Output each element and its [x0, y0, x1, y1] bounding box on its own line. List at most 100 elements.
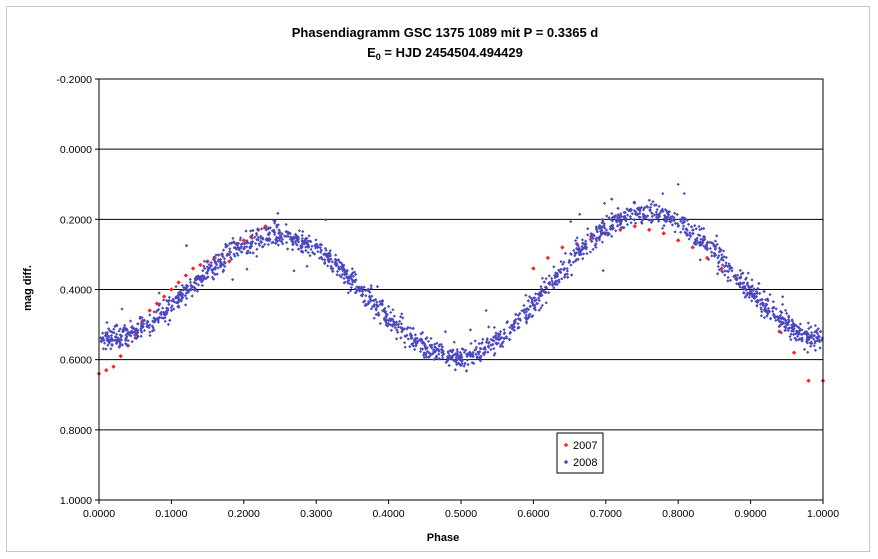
point-2008: [533, 308, 538, 312]
point-2008: [807, 336, 811, 340]
point-2008: [800, 328, 804, 332]
point-2008: [445, 359, 450, 363]
point-2008: [766, 306, 770, 311]
point-2008: [284, 222, 288, 227]
point-2008: [601, 219, 605, 223]
point-2008: [781, 302, 785, 306]
point-2008: [119, 338, 124, 342]
point-2008: [302, 242, 306, 246]
point-2008: [479, 347, 483, 351]
point-2008: [526, 316, 530, 321]
point-2008: [696, 241, 700, 245]
point-2008: [700, 226, 704, 231]
point-2008: [267, 237, 272, 241]
point-2008: [720, 263, 725, 267]
point-2008: [716, 261, 721, 265]
point-2008: [489, 343, 493, 347]
point-2008: [592, 234, 596, 238]
point-2008: [763, 306, 767, 310]
point-2008: [411, 341, 415, 346]
point-2008: [403, 341, 407, 345]
point-2008: [335, 269, 340, 274]
point-2008: [425, 336, 429, 340]
point-2008: [635, 206, 640, 211]
point-2008: [784, 323, 789, 327]
point-2008: [448, 356, 453, 361]
point-2008: [237, 246, 241, 250]
point-2008: [245, 267, 249, 271]
point-2008: [758, 291, 762, 295]
point-2008: [771, 300, 775, 304]
point-2008: [794, 338, 798, 342]
point-2008: [645, 204, 649, 208]
point-2008: [353, 279, 357, 283]
point-2008: [189, 288, 193, 292]
point-2008: [174, 284, 178, 289]
point-2008: [629, 221, 633, 225]
point-2008: [691, 228, 695, 232]
point-2008: [661, 191, 665, 196]
point-2008: [564, 272, 568, 276]
point-2008: [555, 282, 559, 286]
point-2008: [610, 234, 614, 238]
point-2008: [249, 229, 253, 233]
point-2008: [378, 302, 382, 306]
point-2008: [726, 269, 731, 274]
point-2008: [695, 238, 699, 242]
point-2008: [536, 292, 540, 296]
point-2008: [300, 233, 304, 238]
point-2008: [307, 234, 311, 238]
point-2008: [389, 323, 393, 327]
x-tick-label: 0.8000: [662, 508, 694, 520]
point-2008: [649, 220, 653, 225]
point-2008: [792, 332, 796, 337]
point-2008: [774, 318, 778, 323]
point-2008: [718, 249, 722, 254]
point-2008: [698, 258, 702, 262]
point-2008: [750, 299, 754, 303]
point-2008: [305, 264, 309, 268]
point-2008: [813, 330, 817, 334]
point-2008: [766, 297, 770, 301]
point-2008: [109, 336, 113, 340]
point-2008: [162, 311, 167, 316]
point-2008: [352, 270, 357, 274]
point-2008: [504, 335, 508, 339]
point-2008: [102, 341, 107, 345]
point-2008: [420, 338, 424, 342]
point-2008: [308, 254, 312, 258]
point-2008: [224, 242, 228, 246]
point-2008: [431, 352, 435, 356]
point-2008: [447, 353, 452, 358]
point-2008: [152, 310, 156, 314]
point-2008: [120, 343, 125, 347]
point-2008: [662, 224, 666, 228]
point-2008: [649, 205, 653, 209]
point-2008: [399, 336, 403, 340]
point-2008: [505, 321, 509, 325]
legend: 2007 2008: [556, 432, 604, 474]
point-2008: [163, 319, 167, 323]
point-2008: [415, 341, 419, 345]
point-2008: [743, 284, 747, 289]
point-2008: [724, 263, 728, 267]
point-2008: [141, 318, 146, 323]
point-2008: [306, 244, 310, 248]
point-2008: [152, 328, 156, 332]
point-2008: [408, 332, 412, 336]
point-2008: [594, 237, 598, 241]
point-2008: [686, 233, 690, 237]
point-2008: [341, 269, 345, 273]
point-2008: [339, 264, 343, 269]
point-2008: [130, 339, 134, 344]
point-2008: [304, 245, 308, 249]
point-2008: [323, 261, 327, 266]
point-2008: [595, 236, 599, 240]
point-2008: [726, 264, 730, 269]
point-2008: [239, 236, 243, 240]
point-2008: [255, 254, 259, 258]
point-2008: [500, 335, 504, 340]
point-2008: [510, 327, 515, 331]
point-2008: [786, 317, 791, 322]
point-2008: [385, 318, 389, 322]
